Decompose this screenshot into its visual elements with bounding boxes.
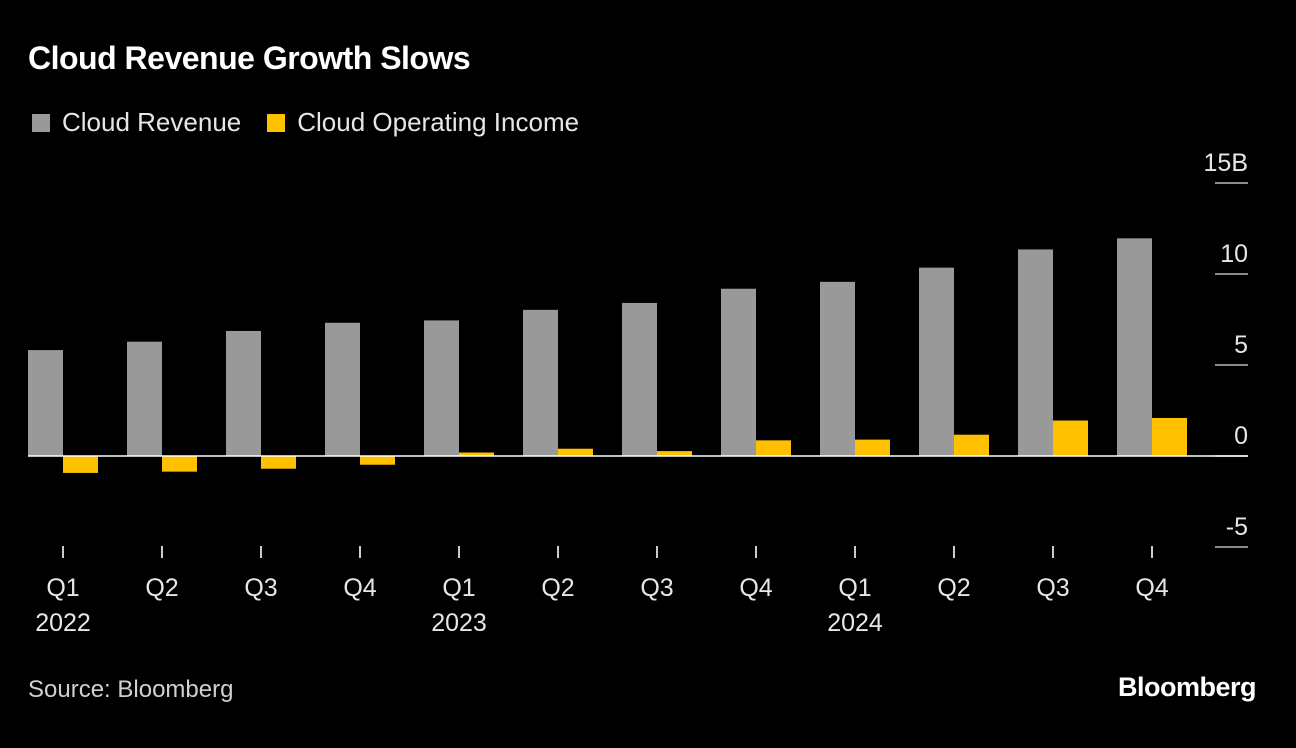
bar-cloud-operating-income bbox=[558, 448, 593, 456]
bar-cloud-operating-income bbox=[1152, 417, 1187, 456]
legend-item-operating-income: Cloud Operating Income bbox=[267, 107, 579, 138]
bar-cloud-revenue bbox=[523, 309, 558, 456]
legend-swatch-revenue bbox=[32, 113, 50, 132]
y-tick-label: 0 bbox=[1234, 422, 1248, 450]
y-tick-label: -5 bbox=[1226, 513, 1248, 541]
bar-cloud-revenue bbox=[1018, 249, 1053, 456]
x-tick-label: Q1 bbox=[442, 574, 475, 602]
bar-cloud-revenue bbox=[28, 350, 63, 456]
bar-cloud-operating-income bbox=[657, 451, 692, 456]
x-tick-label: Q3 bbox=[1036, 574, 1069, 602]
legend-swatch-operating-income bbox=[267, 113, 286, 132]
y-tick-label: 10 bbox=[1220, 240, 1248, 268]
bloomberg-logo: Bloomberg bbox=[1117, 672, 1257, 702]
bar-cloud-revenue bbox=[622, 302, 657, 456]
x-year-label: 2022 bbox=[35, 609, 91, 637]
x-tick-label: Q3 bbox=[640, 574, 673, 602]
legend: Cloud Revenue Cloud Operating Income bbox=[32, 107, 579, 138]
bar-cloud-revenue bbox=[424, 320, 459, 456]
y-tick-label: 15B bbox=[1204, 149, 1248, 177]
bar-cloud-revenue bbox=[325, 322, 360, 456]
bar-cloud-operating-income bbox=[855, 439, 890, 456]
x-tick-label: Q1 bbox=[838, 574, 871, 602]
x-tick-label: Q4 bbox=[1135, 574, 1168, 602]
bar-cloud-operating-income bbox=[954, 434, 989, 456]
bar-cloud-operating-income bbox=[1053, 420, 1088, 456]
bar-cloud-revenue bbox=[919, 267, 954, 456]
bar-cloud-revenue bbox=[820, 281, 855, 456]
x-tick-label: Q1 bbox=[46, 574, 79, 602]
y-tick-label: 5 bbox=[1234, 331, 1248, 359]
source-note: Source: Bloomberg bbox=[28, 676, 234, 703]
x-year-label: 2024 bbox=[827, 609, 883, 637]
x-year-label: 2023 bbox=[431, 609, 487, 637]
bar-cloud-revenue bbox=[226, 330, 261, 456]
legend-label-revenue: Cloud Revenue bbox=[62, 107, 242, 137]
chart-title: Cloud Revenue Growth Slows bbox=[28, 40, 471, 76]
legend-item-revenue: Cloud Revenue bbox=[32, 107, 241, 138]
bar-cloud-operating-income bbox=[162, 456, 197, 472]
x-tick-label: Q3 bbox=[244, 574, 277, 602]
x-tick-label: Q4 bbox=[739, 574, 772, 602]
x-tick-label: Q2 bbox=[541, 574, 574, 602]
x-tick-label: Q2 bbox=[937, 574, 970, 602]
bar-cloud-revenue bbox=[721, 288, 756, 456]
bar-cloud-operating-income bbox=[360, 456, 395, 465]
bar-cloud-revenue bbox=[127, 341, 162, 456]
legend-label-operating-income: Cloud Operating Income bbox=[297, 107, 580, 137]
x-tick-label: Q4 bbox=[343, 574, 376, 602]
x-tick-label: Q2 bbox=[145, 574, 178, 602]
bar-cloud-operating-income bbox=[459, 452, 494, 456]
bar-cloud-operating-income bbox=[756, 440, 791, 456]
bar-cloud-revenue bbox=[1117, 238, 1152, 456]
bar-cloud-operating-income bbox=[63, 456, 98, 473]
bar-cloud-operating-income bbox=[261, 456, 296, 469]
